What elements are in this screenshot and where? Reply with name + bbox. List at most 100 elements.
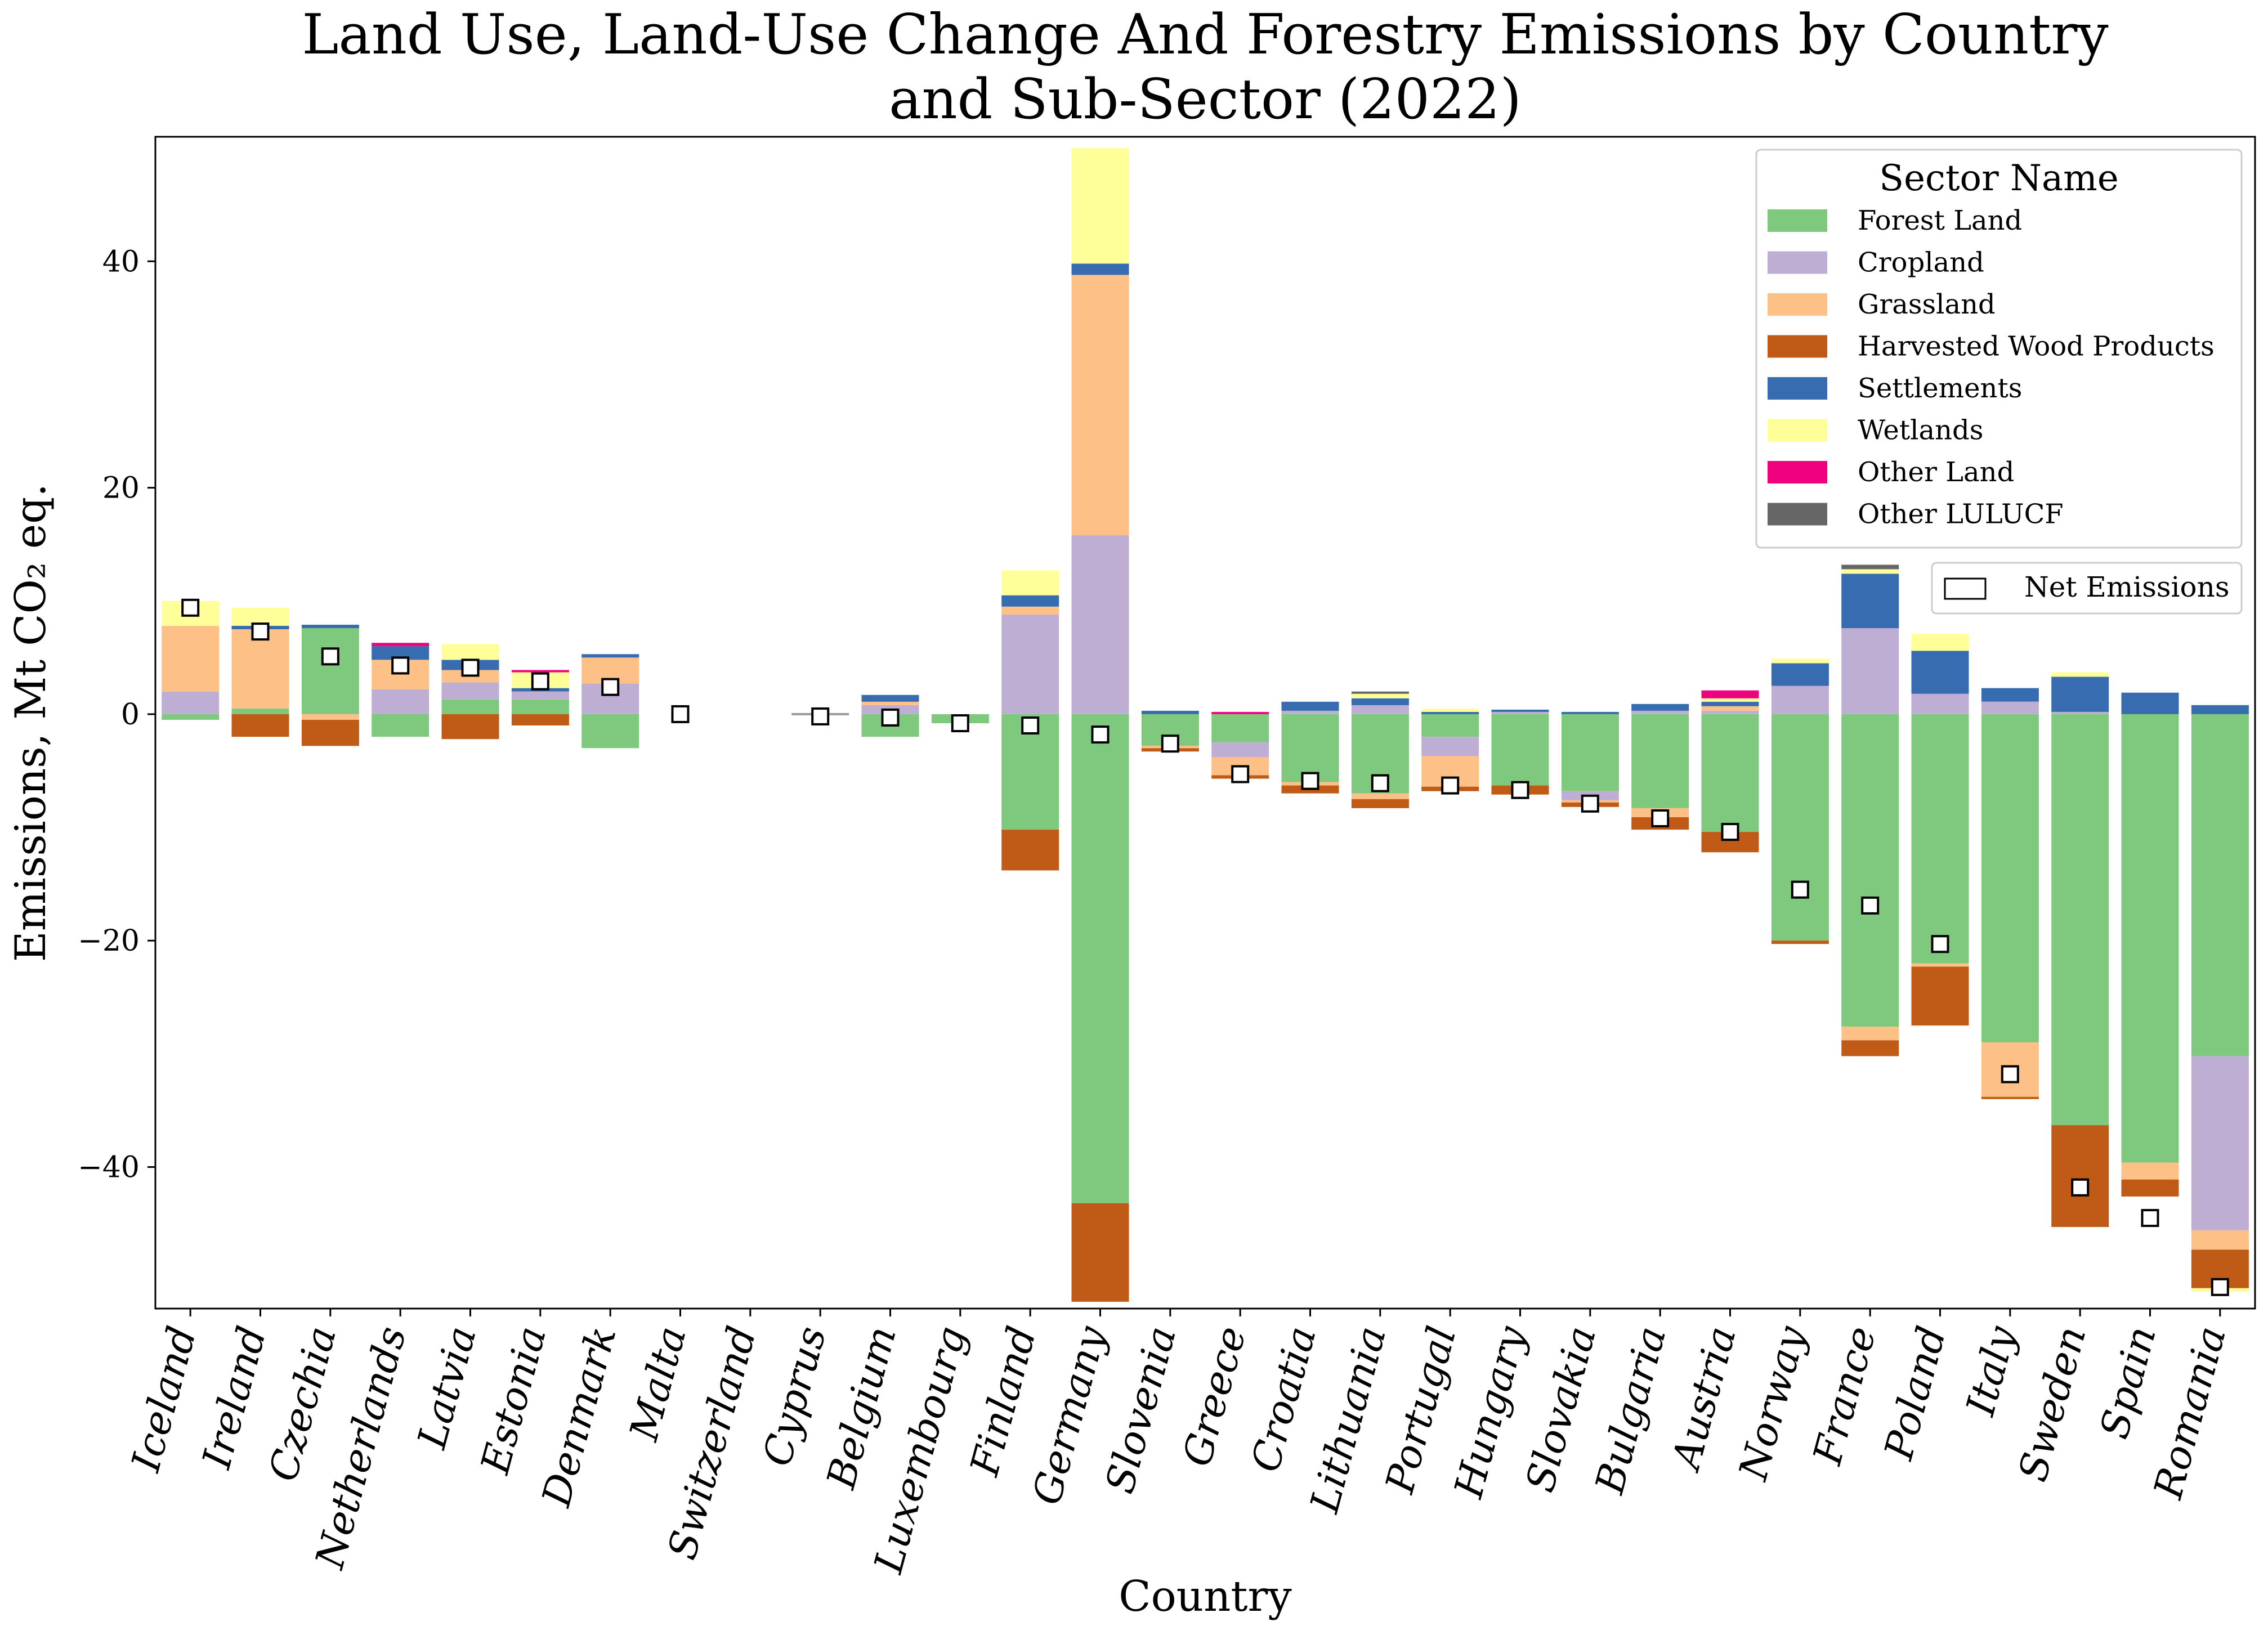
legend-swatch-other-land [1768,461,1827,483]
legend-label-cropland: Cropland [1858,247,1984,279]
bar-slovakia-settlements [1561,711,1619,714]
bar-belgium-settlements [861,695,919,702]
bar-estonia-cropland [511,691,569,700]
x-tick-label: Poland [1875,1322,1955,1465]
bar-bulgaria-cropland [1631,710,1689,714]
bar-germany-wetlands [1071,148,1129,264]
net-marker-lithuania [1371,774,1389,792]
bar-czechia-grassland [301,714,359,720]
bar-spain-settlements [2121,692,2179,714]
bar-portugal-settlements [1421,711,1479,714]
bar-czechia-harvested-wood-products [301,720,359,746]
legend-swatch-settlements [1768,377,1827,400]
x-tick-label: Estonia [472,1322,556,1480]
legend-swatch-grassland [1768,293,1827,316]
legend-label-grassland: Grassland [1858,289,1996,320]
bar-poland-wetlands [1911,634,1969,651]
legend-swatch-harvested-wood-products [1768,335,1827,358]
x-tick-label: Finland [961,1322,1045,1481]
bar-france-other-lulucf [1841,565,1899,570]
bar-croatia-forest-land [1281,714,1339,782]
bar-slovenia-settlements [1141,710,1199,714]
x-tick-label: Italy [1957,1321,2025,1422]
bar-sweden-forest-land [2051,714,2109,1126]
bar-spain-grassland [2121,1162,2179,1180]
bar-spain-forest-land [2121,714,2179,1163]
x-tick-label: Norway [1730,1321,1815,1486]
bar-portugal-cropland [1421,737,1479,756]
chart-title-line-1: Land Use, Land-Use Change And Forestry E… [302,3,2109,67]
bar-austria-other-land [1701,690,1759,698]
bar-finland-harvested-wood-products [1001,830,1059,871]
bar-netherlands-other-land [372,643,430,647]
legend-label-forest-land: Forest Land [1858,205,2022,236]
net-marker-slovakia [1581,794,1599,813]
net-marker-italy [2001,1065,2019,1083]
legend-title: Sector Name [1879,158,2118,199]
net-legend-swatch [1944,577,1987,600]
x-tick-label: Latvia [408,1322,485,1454]
net-marker-iceland [181,598,200,617]
net-marker-ireland [251,622,270,641]
bar-bulgaria-settlements [1631,704,1689,711]
net-marker-latvia [461,659,480,677]
bar-ireland-forest-land [231,708,289,714]
bar-poland-harvested-wood-products [1911,966,1969,1026]
x-tick-label: Sweden [2010,1322,2095,1486]
bar-sweden-harvested-wood-products [2051,1125,2109,1228]
bar-poland-cropland [1911,693,1969,714]
bar-norway-cropland [1771,686,1829,714]
bar-finland-settlements [1001,595,1059,607]
bar-lithuania-other-lulucf [1351,691,1409,694]
net-marker-france [1861,896,1880,915]
y-axis-label: Emissions, Mt CO₂ eq. [6,483,55,962]
bar-italy-harvested-wood-products [1981,1096,2039,1099]
x-axis: IcelandIrelandCzechiaNetherlandsLatviaEs… [122,1309,2235,1579]
bar-iceland-cropland [162,691,220,714]
bar-sweden-settlements [2051,677,2109,712]
bar-norway-forest-land [1771,714,1829,941]
bar-romania-settlements [2191,705,2249,714]
x-tick-label: Iceland [122,1322,205,1477]
bar-latvia-harvested-wood-products [441,714,499,740]
x-tick-label: Cyprus [754,1322,835,1471]
net-marker-luxembourg [951,714,969,732]
bar-netherlands-forest-land [372,714,430,737]
x-tick-label: Malta [620,1322,695,1446]
bar-denmark-forest-land [581,714,639,749]
net-legend-frame [1931,562,2243,615]
bar-finland-cropland [1001,614,1059,714]
legend-label-harvested-wood-products: Harvested Wood Products [1858,331,2215,362]
x-axis-label: Country [1119,1571,1292,1621]
x-tick-label: Greece [1174,1322,1255,1471]
y-tick-label: 0 [121,698,140,732]
bar-romania-forest-land [2191,714,2249,1056]
chart-title-line-2: and Sub-Sector (2022) [889,68,1522,132]
bar-france-grassland [1841,1027,1899,1041]
bar-czechia-settlements [301,625,359,628]
x-tick-label: Czechia [260,1322,345,1486]
bar-germany-cropland [1071,535,1129,714]
bar-greece-cropland [1211,742,1269,758]
legend-items: Forest Land Cropland Grassland Harvested Wo… [1768,205,2215,530]
bar-estonia-forest-land [511,699,569,714]
legend-label-other-land: Other Land [1858,456,2014,488]
bar-czechia-forest-land [301,628,359,714]
net-marker-austria [1721,823,1739,841]
legend-swatch-wetlands [1768,419,1827,442]
bar-estonia-harvested-wood-products [511,714,569,725]
bar-italy-cropland [1981,701,2039,714]
legend-label-wetlands: Wetlands [1858,415,1983,446]
x-tick-label: France [1804,1322,1885,1470]
net-marker-bulgaria [1651,809,1670,827]
bar-portugal-forest-land [1421,714,1479,737]
bar-sweden-cropland [2051,711,2109,714]
net-marker-norway [1791,880,1809,899]
bar-germany-grassland [1071,275,1129,536]
bar-estonia-other-land [511,670,569,673]
bar-norway-wetlands [1771,659,1829,664]
bar-germany-settlements [1071,263,1129,275]
bar-norway-harvested-wood-products [1771,940,1829,944]
